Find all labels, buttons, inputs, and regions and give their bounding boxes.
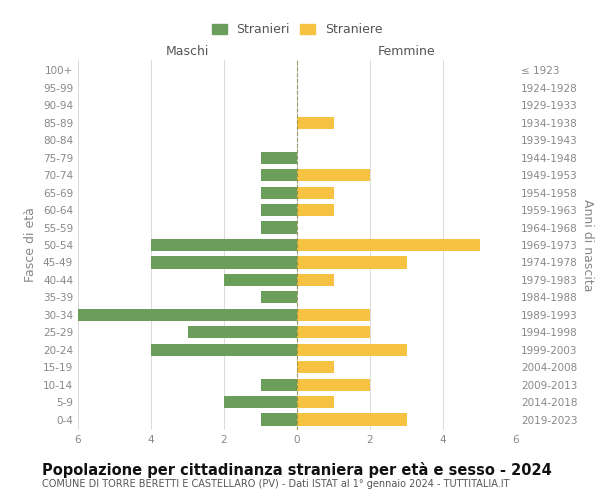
- Bar: [224, 396, 297, 408]
- Bar: [297, 169, 370, 181]
- Bar: [78, 308, 297, 321]
- Text: Popolazione per cittadinanza straniera per età e sesso - 2024: Popolazione per cittadinanza straniera p…: [42, 462, 552, 478]
- Bar: [260, 204, 297, 216]
- Bar: [224, 274, 297, 286]
- Bar: [297, 204, 334, 216]
- Bar: [260, 186, 297, 198]
- Legend: Stranieri, Straniere: Stranieri, Straniere: [206, 18, 388, 41]
- Bar: [187, 326, 297, 338]
- Bar: [260, 152, 297, 164]
- Bar: [260, 378, 297, 390]
- Bar: [260, 222, 297, 234]
- Bar: [297, 308, 370, 321]
- Bar: [297, 361, 334, 374]
- Bar: [297, 378, 370, 390]
- Bar: [260, 291, 297, 304]
- Y-axis label: Anni di nascita: Anni di nascita: [581, 198, 594, 291]
- Bar: [297, 186, 334, 198]
- Bar: [297, 344, 407, 356]
- Bar: [151, 239, 297, 251]
- Bar: [297, 239, 479, 251]
- Bar: [297, 414, 407, 426]
- Bar: [151, 256, 297, 268]
- Bar: [297, 256, 407, 268]
- Bar: [260, 414, 297, 426]
- Bar: [151, 344, 297, 356]
- Text: COMUNE DI TORRE BERETTI E CASTELLARO (PV) - Dati ISTAT al 1° gennaio 2024 - TUTT: COMUNE DI TORRE BERETTI E CASTELLARO (PV…: [42, 479, 509, 489]
- Text: Maschi: Maschi: [166, 46, 209, 59]
- Bar: [297, 396, 334, 408]
- Bar: [297, 326, 370, 338]
- Y-axis label: Fasce di età: Fasce di età: [25, 208, 37, 282]
- Bar: [297, 116, 334, 129]
- Bar: [297, 274, 334, 286]
- Bar: [260, 169, 297, 181]
- Text: Femmine: Femmine: [377, 46, 436, 59]
